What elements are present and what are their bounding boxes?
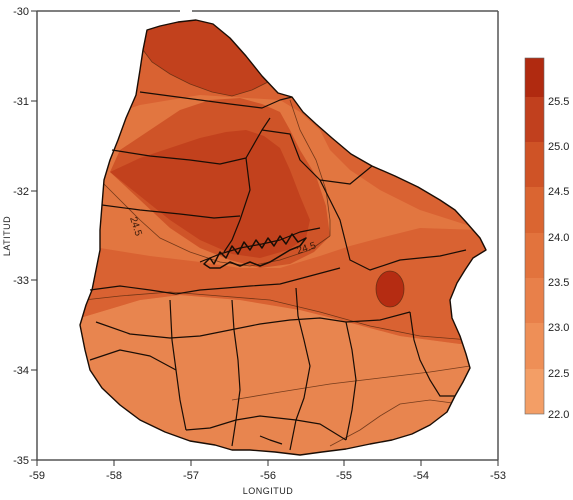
legend-tick-label: 24.5 [548, 186, 569, 198]
color-legend: 25.5 25.0 24.5 24.0 23.5 23.0 22.5 22.0 [524, 57, 569, 421]
border-central-ew [89, 267, 341, 295]
y-axis: -30 -31 -32 -33 -34 -35 LATITUD [2, 6, 37, 467]
y-tick-label: -33 [13, 275, 29, 287]
contour-23-0 [329, 399, 461, 447]
x-axis-title: LONGITUD [243, 486, 294, 496]
contour-24-0 [83, 291, 471, 341]
legend-swatch-4 [525, 233, 544, 278]
border-coast-rs [185, 419, 237, 431]
legend-tick-label: 25.5 [548, 96, 569, 108]
legend-tick-label: 22.5 [548, 368, 569, 380]
border-artigas-salto [139, 91, 293, 109]
contour-lines [83, 45, 471, 447]
contour-23-5 [231, 365, 471, 401]
country-outline [79, 19, 487, 456]
legend-swatch-7 [525, 369, 544, 414]
border-canelones [235, 415, 347, 441]
legend-swatch-3 [525, 187, 544, 233]
border-flores-florida [231, 299, 241, 447]
legend-tick-label: 25.0 [548, 141, 569, 153]
x-axis: -59 -58 -57 -56 -55 -54 -53 LONGITUD [29, 460, 506, 496]
border-tacuarembo-cerrolargo [319, 179, 467, 271]
contour-24-5-east [289, 99, 331, 236]
legend-swatch-6 [525, 323, 544, 369]
x-tick-label: -58 [106, 470, 122, 482]
y-tick-label: -30 [13, 6, 29, 18]
department-borders [89, 91, 467, 451]
x-tick-label: -57 [183, 470, 199, 482]
y-tick-label: -34 [13, 365, 29, 377]
border-rio-negro [199, 227, 321, 263]
zone-hotspot [376, 271, 404, 307]
border-paysandu-rionegro [101, 204, 241, 219]
legend-tick-label: 22.0 [548, 409, 569, 421]
contour-hotspot [375, 270, 405, 308]
contour-25-0-north [139, 45, 301, 97]
border-rocha [409, 311, 455, 397]
x-tick-label: -56 [260, 470, 276, 482]
legend-tick-label: 23.5 [548, 277, 569, 289]
border-lavalleja [345, 321, 357, 441]
contour-24-5-west [103, 183, 331, 267]
x-tick-label: -53 [490, 470, 506, 482]
legend-swatch-1 [525, 97, 544, 142]
y-axis-title: LATITUD [2, 216, 12, 256]
x-tick-label: -59 [29, 470, 45, 482]
border-rivera-tacuarembo [223, 157, 251, 253]
y-tick-label: -35 [13, 455, 29, 467]
x-tick-label: -55 [336, 470, 352, 482]
y-tick-label: -32 [13, 186, 29, 198]
legend-tick-label: 24.0 [548, 232, 569, 244]
border-soriano-colonia [95, 311, 411, 339]
legend-tick-label: 23.0 [548, 322, 569, 334]
border-montevideo [259, 435, 283, 445]
border-south-east [89, 349, 177, 371]
legend-swatch-2 [525, 142, 544, 187]
legend-swatch-5 [525, 278, 544, 323]
border-rivera-east [261, 129, 373, 185]
legend-swatch-0 [525, 58, 544, 97]
x-tick-label: -54 [413, 470, 429, 482]
y-tick-label: -31 [13, 96, 29, 108]
reservoir-rincon-del-bonete [203, 233, 307, 269]
